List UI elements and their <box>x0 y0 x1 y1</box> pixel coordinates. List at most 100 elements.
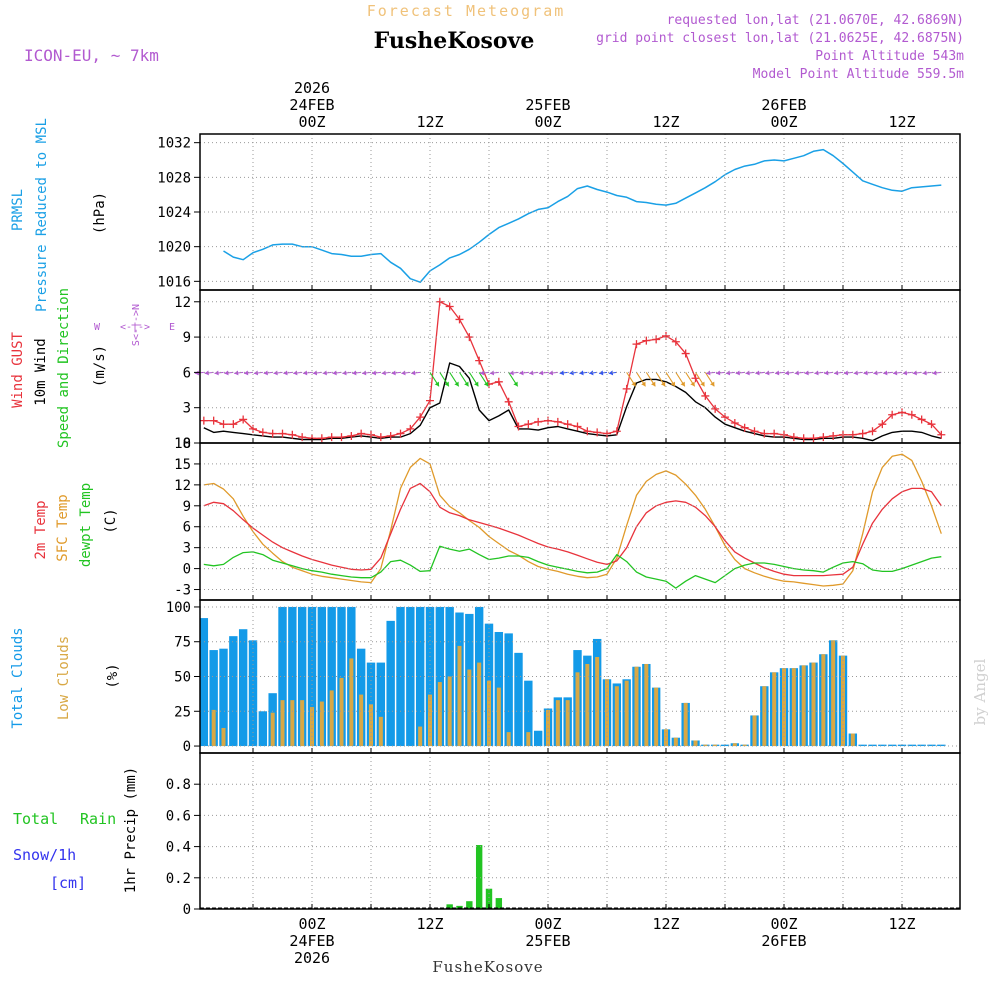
low-clouds-bar <box>221 727 226 747</box>
wind-arrow-head <box>660 381 666 387</box>
wind-arrow-head <box>651 381 656 387</box>
wind-arrow-head <box>454 381 459 387</box>
low-clouds-bar <box>545 709 550 747</box>
wind-arrow-head <box>214 370 219 376</box>
total-clouds-bar <box>907 744 917 747</box>
label-prmsl-full: Pressure Reduced to MSL <box>34 118 50 312</box>
time-label: 12Z <box>416 915 443 933</box>
time-label: 2026 <box>294 949 330 967</box>
gust-marker <box>239 415 248 424</box>
label-prmsl: PRMSL <box>10 189 26 231</box>
y-tick-label: 1024 <box>157 205 191 221</box>
wind-arrow-head <box>670 381 675 387</box>
gust-marker <box>701 391 710 400</box>
wind-arrow-head <box>322 370 327 376</box>
rain-bar <box>456 905 463 909</box>
label-precip-unit: 1hr Precip (mm) <box>123 767 139 893</box>
total-clouds-bar <box>337 606 346 747</box>
low-clouds-bar <box>644 663 649 747</box>
time-label: 25FEB <box>525 932 570 950</box>
wind-arrow-head <box>569 370 574 376</box>
gust-marker <box>809 434 818 443</box>
total-clouds-bar <box>327 606 336 747</box>
low-clouds-bar <box>526 732 531 747</box>
watermark: by Angel <box>971 658 989 725</box>
low-clouds-bar <box>703 744 708 747</box>
total-clouds-bar <box>278 606 287 747</box>
wind-arrow-head <box>784 370 790 376</box>
time-label: 26FEB <box>761 96 806 114</box>
wind-arrow-head <box>312 370 318 376</box>
time-label: 12Z <box>416 113 443 131</box>
wind-arrow-head <box>253 370 259 376</box>
wind-arrow-head <box>474 381 479 387</box>
time-label: 12Z <box>652 915 679 933</box>
rain-bar <box>485 888 493 909</box>
gust-marker <box>760 429 769 438</box>
label-prmsl-unit: (hPa) <box>92 192 108 234</box>
wind-arrow-head <box>263 370 268 376</box>
wind-arrow-head <box>293 370 298 376</box>
total-clouds-bar <box>199 618 209 747</box>
low-clouds-bar <box>752 715 757 747</box>
header-title: Forecast Meteogram <box>367 2 566 20</box>
wind-arrow-head <box>194 370 200 376</box>
low-clouds-bar <box>663 729 668 747</box>
low-clouds-bar <box>732 743 737 747</box>
y-tick-label: 12 <box>174 478 191 494</box>
gust-marker <box>534 417 543 426</box>
total-clouds-bar <box>219 648 228 747</box>
gust-marker <box>258 428 267 437</box>
wind-arrow-head <box>342 370 347 376</box>
y-tick-label: 100 <box>166 600 191 616</box>
low-clouds-bar <box>349 658 354 747</box>
wind-arrow-head <box>529 370 534 376</box>
gust-marker <box>396 429 405 438</box>
wind-arrow-head <box>853 370 858 376</box>
wind-arrow-head <box>381 370 386 376</box>
low-clouds-bar <box>585 663 590 747</box>
total-clouds-bar <box>258 711 268 747</box>
gust-marker <box>268 429 277 438</box>
label-total-clouds: Total Clouds <box>10 627 26 728</box>
low-clouds-bar <box>634 666 639 747</box>
low-clouds-bar <box>437 682 442 747</box>
label-wind-unit: (m/s) <box>92 345 108 387</box>
gust-marker <box>543 416 552 425</box>
y-tick-label: 3 <box>183 541 191 557</box>
label-tdew: dewpt Temp <box>78 483 94 567</box>
2m-temp-line <box>203 482 942 577</box>
panel-frame <box>199 289 961 444</box>
y-tick-label: 9 <box>183 499 191 515</box>
gust-marker <box>927 420 936 429</box>
gust-marker <box>426 396 434 405</box>
total-clouds-bar <box>868 744 877 747</box>
gust-marker <box>504 397 513 406</box>
y-tick-label: 1016 <box>157 274 191 290</box>
low-clouds-bar <box>654 687 659 747</box>
wind-arrow-head <box>843 370 849 376</box>
low-clouds-bar <box>339 677 344 747</box>
footer-location: FusheKosove <box>432 958 543 976</box>
time-label: 00Z <box>770 915 797 933</box>
wind-arrow-head <box>745 370 750 376</box>
gust-marker <box>897 408 906 417</box>
low-clouds-bar <box>811 662 816 747</box>
wind-arrow-head <box>833 370 839 376</box>
header-model: ICON-EU, ~ 7km <box>24 46 159 65</box>
gust-marker <box>406 424 415 433</box>
wind-arrow-head <box>464 381 469 387</box>
wind-arrow-head <box>519 370 524 376</box>
low-clouds-bar <box>477 662 482 747</box>
wind-arrow-head <box>352 370 357 376</box>
y-tick-label: 3 <box>183 401 191 417</box>
sfc-temp-line <box>203 453 942 587</box>
time-label: 26FEB <box>761 932 806 950</box>
gust-marker <box>563 420 572 429</box>
gust-marker <box>337 433 346 442</box>
gust-marker <box>917 415 926 424</box>
low-clouds-bar <box>673 737 678 747</box>
label-snow-unit: [cm] <box>50 874 86 892</box>
y-tick-label: 75 <box>174 635 191 651</box>
